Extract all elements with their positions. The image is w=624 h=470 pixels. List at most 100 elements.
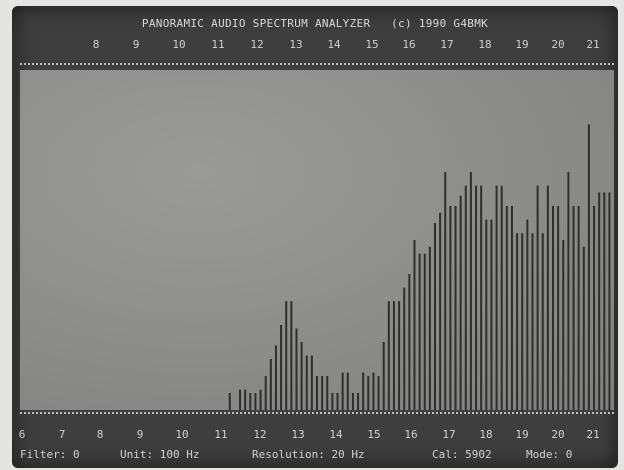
spectrum-bar (541, 233, 544, 410)
spectrum-bar (290, 301, 293, 410)
bottom-dotted-border (20, 412, 614, 414)
bottom-scale-label: 9 (136, 428, 144, 441)
bottom-scale-label: 20 (551, 428, 565, 441)
spectrum-bar (516, 233, 519, 410)
spectrum-bar (603, 192, 606, 410)
bottom-scale-label: 14 (329, 428, 343, 441)
spectrum-bar (228, 393, 231, 410)
spectrum-bar (259, 389, 262, 410)
spectrum-bars (228, 124, 611, 410)
spectrum-bar (469, 172, 472, 410)
top-scale-label: 13 (289, 38, 303, 51)
monitor-screen: PANORAMIC AUDIO SPECTRUM ANALYZER (c) 19… (12, 6, 618, 468)
spectrum-bar (434, 223, 436, 410)
spectrum-bar (572, 206, 575, 410)
spectrum-bar (239, 389, 242, 410)
bottom-scale-label: 11 (214, 428, 228, 441)
spectrum-bar (567, 172, 570, 410)
spectrum-bar (531, 233, 534, 410)
spectrum-bar (418, 253, 421, 410)
spectrum-bar (449, 206, 452, 410)
spectrum-bar (244, 389, 247, 410)
bottom-scale-label: 19 (515, 428, 529, 441)
spectrum-bar (295, 328, 298, 410)
status-bar: Filter: 0 Unit: 100 Hz Resolution: 20 Hz… (12, 448, 618, 464)
mode-readout: Mode: 0 (526, 448, 573, 461)
spectrum-bar (593, 206, 596, 410)
spectrum-bar (490, 219, 493, 410)
spectrum-bar (357, 393, 360, 410)
spectrum-bar (331, 393, 334, 410)
cal-readout: Cal: 5902 (432, 448, 492, 461)
spectrum-bar (464, 185, 467, 410)
top-scale-label: 17 (440, 38, 454, 51)
spectrum-bar (459, 195, 462, 410)
spectrum-bar (500, 185, 503, 410)
top-dotted-border (20, 63, 614, 65)
spectrum-bar (444, 172, 447, 410)
spectrum-bar (495, 185, 498, 410)
spectrum-bar (562, 240, 565, 410)
spectrum-bar (510, 206, 513, 410)
spectrum-bar (362, 372, 365, 410)
spectrum-bar (423, 253, 426, 410)
bottom-scale-label: 6 (18, 428, 26, 441)
top-scale-label: 19 (515, 38, 529, 51)
spectrum-bar (254, 393, 257, 410)
spectrum-bar (321, 376, 324, 410)
bottom-scale-label: 15 (367, 428, 381, 441)
top-frequency-scale: 8 9 10 11 12 13 14 15 16 17 18 19 20 21 (12, 38, 618, 52)
spectrum-bar (336, 393, 339, 410)
spectrum-bar (392, 301, 395, 410)
top-scale-label: 12 (250, 38, 264, 51)
spectrum-bar (557, 206, 560, 410)
spectrum-bar (608, 192, 611, 410)
spectrum-bar (274, 345, 277, 410)
spectrum-bar (367, 376, 370, 410)
spectrum-bar (285, 301, 288, 410)
spectrum-bar (577, 206, 580, 410)
app-title: PANORAMIC AUDIO SPECTRUM ANALYZER (c) 19… (141, 17, 489, 30)
spectrum-bar (428, 246, 431, 410)
top-scale-label: 15 (365, 38, 379, 51)
spectrum-bar (439, 212, 442, 410)
bottom-scale-label: 12 (253, 428, 267, 441)
bottom-scale-label: 17 (442, 428, 456, 441)
unit-readout: Unit: 100 Hz (120, 448, 200, 461)
spectrum-bar (326, 376, 329, 410)
spectrum-bar (587, 124, 590, 410)
bottom-scale-label: 7 (58, 428, 66, 441)
spectrum-bar (582, 246, 585, 410)
spectrum-bar (536, 185, 539, 410)
spectrum-bar (454, 206, 457, 410)
spectrum-bar (485, 219, 488, 410)
spectrum-bar (316, 376, 318, 410)
top-scale-label: 9 (132, 38, 140, 51)
top-scale-label: 16 (402, 38, 416, 51)
resolution-readout: Resolution: 20 Hz (252, 448, 365, 461)
bottom-scale-label: 10 (175, 428, 189, 441)
spectrum-plot (20, 70, 614, 410)
top-scale-label: 14 (327, 38, 341, 51)
top-scale-label: 20 (551, 38, 565, 51)
spectrum-bar (598, 192, 601, 410)
top-scale-label: 10 (172, 38, 186, 51)
spectrum-bar (310, 355, 313, 410)
bottom-frequency-scale: 6 7 8 9 10 11 12 13 14 15 16 17 18 19 20… (12, 428, 618, 442)
spectrum-bar (305, 355, 308, 410)
bottom-scale-label: 21 (586, 428, 600, 441)
spectrum-bar (403, 287, 406, 410)
spectrum-bar (346, 372, 349, 410)
bottom-scale-label: 18 (479, 428, 493, 441)
spectrum-bar (552, 206, 554, 410)
top-scale-label: 21 (586, 38, 600, 51)
top-scale-label: 18 (478, 38, 492, 51)
spectrum-bar (377, 376, 380, 410)
spectrum-bar (341, 372, 344, 410)
spectrum-bar (387, 301, 390, 410)
spectrum-bar (351, 393, 354, 410)
bottom-scale-label: 8 (96, 428, 104, 441)
spectrum-bar (264, 376, 267, 410)
spectrum-bar (526, 219, 529, 410)
spectrum-bar (505, 206, 508, 410)
